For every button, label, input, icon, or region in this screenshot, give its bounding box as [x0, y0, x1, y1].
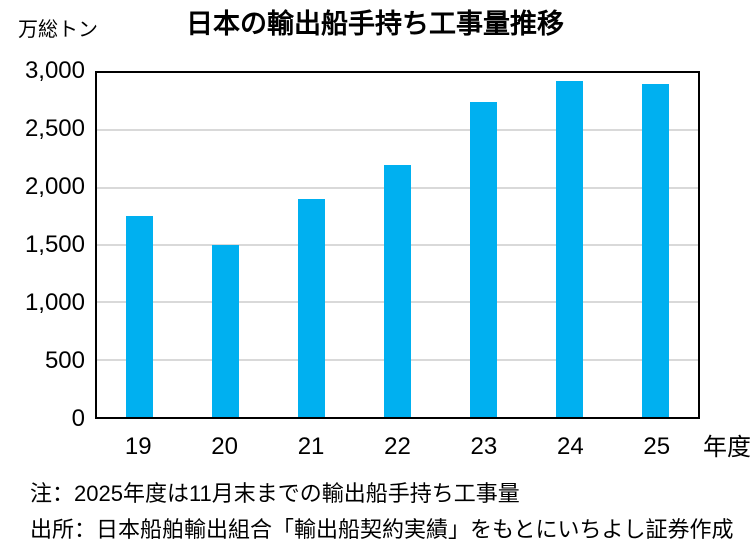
bar-slot	[269, 73, 355, 417]
y-axis-unit-label: 万総トン	[18, 19, 98, 41]
x-tick-label: 25	[643, 433, 671, 460]
bar	[641, 84, 669, 417]
bar	[384, 164, 411, 417]
bar-slot	[355, 73, 441, 417]
y-tick-label: 2,500	[24, 115, 85, 142]
chart-title: 日本の輸出船手持ち工事量推移	[186, 9, 564, 39]
bar-slot	[183, 73, 269, 417]
chart-note: 注：2025年度は11月末までの輸出船手持ち工事量	[30, 481, 520, 506]
bar-slot	[97, 73, 183, 417]
bar-slot	[440, 73, 526, 417]
y-tick-label: 1,500	[24, 231, 85, 258]
x-axis-unit-label: 年度	[703, 434, 750, 461]
y-tick-label: 500	[44, 347, 85, 374]
bar	[298, 199, 326, 417]
plot-area	[95, 71, 700, 419]
chart-source: 出所：日本船舶輸出組合「輸出船契約実績」をもとにいちよし証券作成	[30, 517, 734, 542]
bar	[555, 81, 583, 417]
y-tick-label: 2,000	[24, 173, 85, 200]
y-tick-label: 0	[71, 405, 85, 432]
x-axis-labels: 19 20 21 22 23 24 25	[95, 433, 700, 460]
y-tick-label: 1,000	[24, 289, 85, 316]
gridline	[97, 129, 698, 132]
x-tick-label: 20	[211, 433, 238, 460]
bar	[469, 101, 497, 417]
bar-slot	[526, 73, 612, 417]
bars	[97, 73, 698, 417]
bar	[212, 245, 240, 417]
x-tick-label: 22	[384, 433, 411, 460]
y-axis-ticks: 0 500 1,000 1,500 2,000 2,500 3,000	[0, 59, 85, 431]
x-tick-label: 21	[297, 433, 325, 460]
x-tick-label: 24	[556, 433, 584, 460]
x-tick-label: 23	[470, 433, 498, 460]
y-tick-label: 3,000	[24, 57, 85, 84]
x-tick-label: 19	[124, 433, 152, 460]
bar-slot	[612, 73, 698, 417]
bar	[126, 216, 154, 417]
